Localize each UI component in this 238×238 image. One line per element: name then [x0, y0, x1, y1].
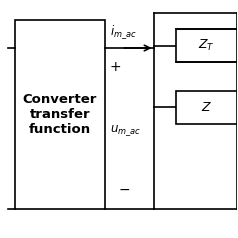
Text: −: − [119, 183, 131, 197]
Text: +: + [109, 60, 121, 74]
Bar [15, 20, 105, 209]
Text: $\mathbf{\mathit{i}}_{m\_ac}$: $\mathbf{\mathit{i}}_{m\_ac}$ [109, 23, 137, 41]
Text: $\mathbf{\mathit{u}}_{m\_ac}$: $\mathbf{\mathit{u}}_{m\_ac}$ [109, 124, 141, 138]
Bar [176, 91, 237, 124]
Text: Converter
transfer
function: Converter transfer function [23, 93, 97, 136]
Text: $Z$: $Z$ [201, 101, 212, 114]
Text: $Z_T$: $Z_T$ [198, 38, 215, 53]
Bar [176, 29, 237, 62]
